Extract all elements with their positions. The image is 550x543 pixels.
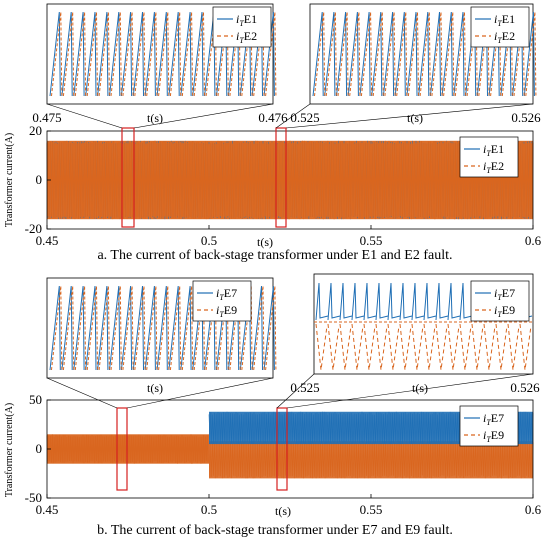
xlabel-b1: t(s) [147,381,163,395]
legend-b2-box [470,280,530,322]
caption-b: b. The current of back-stage transformer… [97,523,453,538]
xlabel-a: t(s) [257,235,273,249]
legend-b2-label-E9: iTE9 [494,303,515,319]
zoom-box-a2 [275,127,287,228]
tick-a1-right: 0.476 [258,110,288,125]
ylabel-b: Transformer current(A) [4,403,15,497]
legend-a1-box [212,6,272,48]
xlabel-b2: t(s) [412,381,428,395]
legend-b1-label-E9: iTE9 [216,303,237,319]
xtick-a-0.55: 0.55 [360,233,383,248]
legend-a1-label-E2: iTE2 [236,29,257,45]
tick-a2-left: 0.525 [290,110,319,125]
ytick-b-50: 50 [29,392,42,407]
xlabel-b: t(s) [275,504,291,518]
ytick-a--20: -20 [25,221,42,236]
connector-b1-left [46,377,118,409]
connector-a2-right [285,103,534,129]
legend-b-label-E9: iTE9 [483,428,504,444]
legend-b-label-E7: iTE7 [483,411,504,427]
zoom-box-b1 [116,407,128,491]
connector-a1-right [133,103,274,129]
inset-a2-frame [309,3,534,105]
inset-a1-frame [46,3,274,105]
xlabel-a1: t(s) [147,111,163,125]
legend-a-label-E1: iTE1 [483,142,504,158]
connector-a2-left [275,103,311,129]
ylabel-a: Transformer current(A) [4,133,15,227]
ytick-a-20: 20 [29,123,42,138]
legend-b1-box [192,280,252,322]
zoom-box-b2 [276,407,288,491]
xtick-a-0.6: 0.6 [525,233,542,248]
inset-b2-series-E9 [315,323,532,371]
xtick-a-0.45: 0.45 [36,233,59,248]
xlabel-a2: t(s) [407,111,423,125]
tick-a1-left: 0.475 [32,110,61,125]
xtick-a-0.5: 0.5 [201,233,217,248]
ytick-b--50: -50 [25,490,42,505]
tick-b2-left: 0.525 [290,380,319,395]
ytick-b-0: 0 [36,441,43,456]
legend-b-box [459,405,519,447]
ytick-a-0: 0 [36,172,43,187]
xtick-b-0.45: 0.45 [36,502,59,517]
tick-a2-right: 0.526 [511,110,541,125]
legend-a-label-E2: iTE2 [483,159,504,175]
zoom-box-a1 [121,127,135,228]
caption-a: a. The current of back-stage transformer… [97,248,453,263]
legend-a-box [459,136,519,178]
tick-b2-right: 0.526 [510,380,540,395]
connector-b1-right [126,377,274,409]
legend-a2-box [470,6,530,48]
legend-b1-label-E7: iTE7 [216,286,237,302]
legend-a2-label-E1: iTE1 [494,12,515,28]
legend-a2-label-E2: iTE2 [494,29,515,45]
connector-b2-left [276,373,315,409]
inset-b2-frame [313,273,534,375]
xtick-b-0.5: 0.5 [201,502,217,517]
inset-b1-frame [46,277,274,379]
xtick-b-0.6: 0.6 [525,502,542,517]
connector-a1-left [46,103,123,129]
legend-a1-label-E1: iTE1 [236,12,257,28]
series-a-E2 [46,140,534,220]
legend-b2-label-E7: iTE7 [494,286,515,302]
connector-b2-right [286,373,534,409]
xtick-b-0.55: 0.55 [360,502,383,517]
